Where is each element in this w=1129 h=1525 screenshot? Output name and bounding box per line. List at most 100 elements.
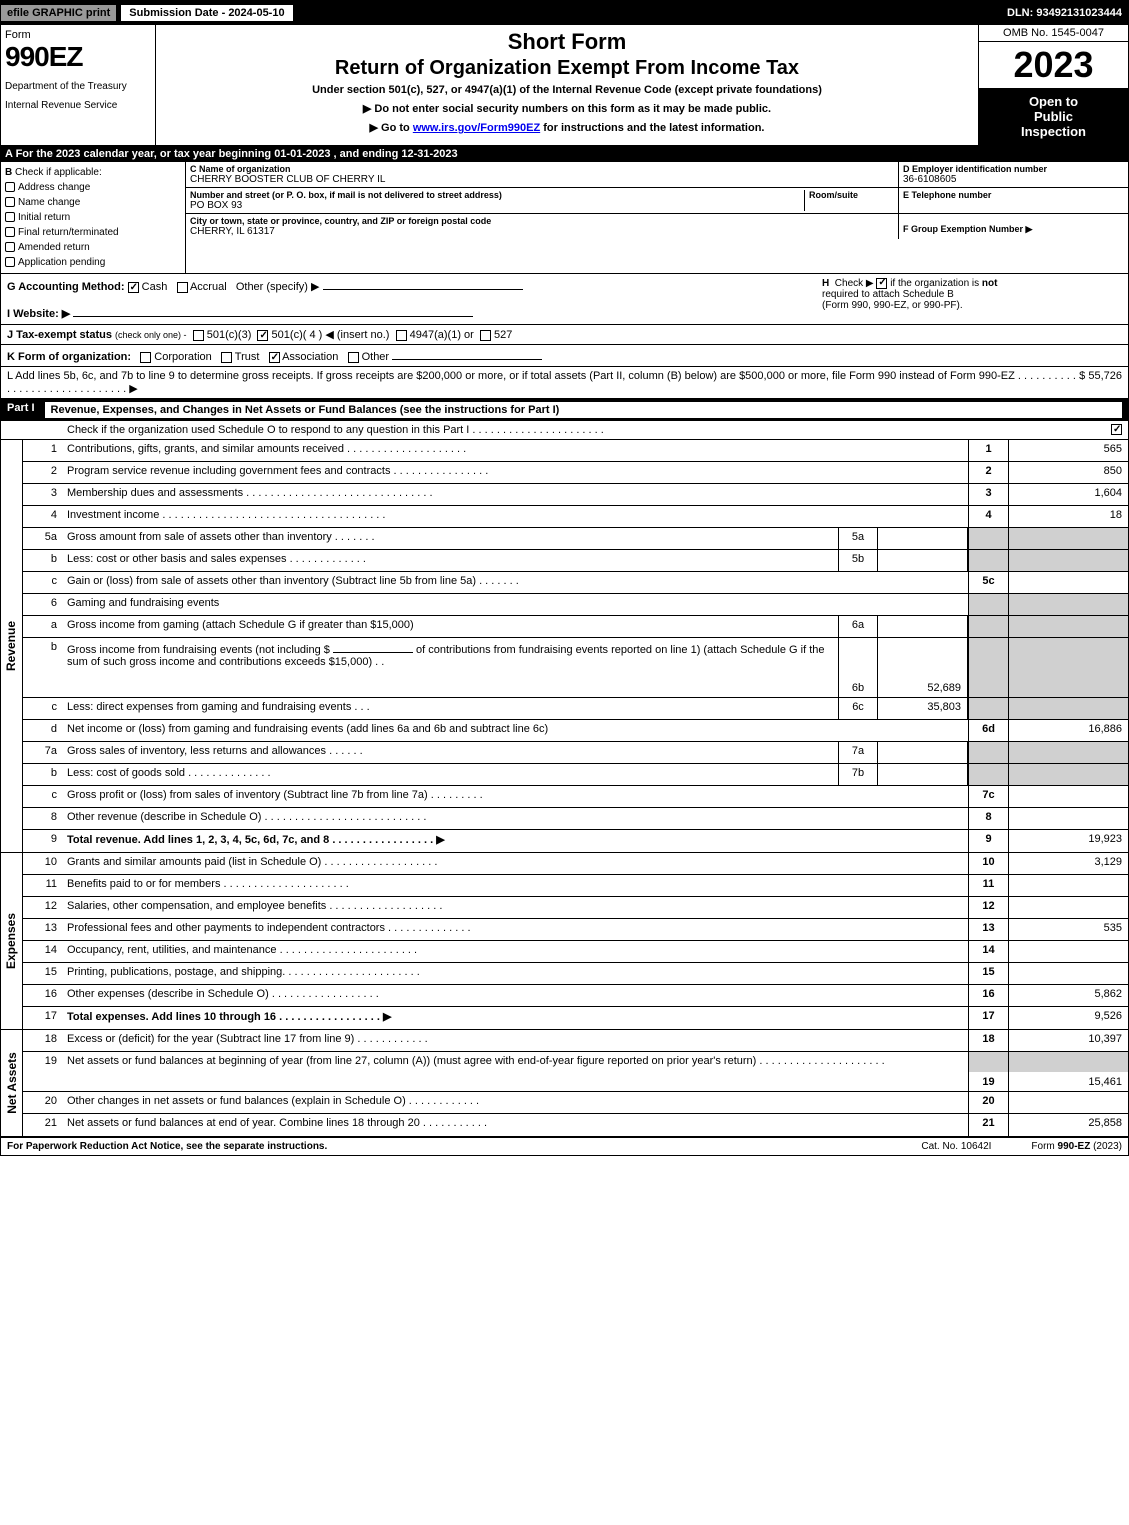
line-6c-desc: Less: direct expenses from gaming and fu… [63, 698, 838, 719]
line-5b-desc: Less: cost or other basis and sales expe… [63, 550, 838, 571]
line-12-value [1008, 897, 1128, 918]
line-5b-mnum: 5b [838, 550, 878, 571]
line-6-num: 6 [23, 594, 63, 615]
line-16-desc: Other expenses (describe in Schedule O) … [63, 985, 968, 1006]
line-7a-desc: Gross sales of inventory, less returns a… [63, 742, 838, 763]
b-label: B [5, 167, 12, 178]
line-19: 19 Net assets or fund balances at beginn… [23, 1052, 1128, 1092]
checkbox-4947[interactable] [396, 330, 407, 341]
part-i-check-row: Check if the organization used Schedule … [1, 421, 1128, 440]
line-7a-mval [878, 742, 968, 763]
checkbox-501c[interactable] [257, 330, 268, 341]
row-a-tax-year: A For the 2023 calendar year, or tax yea… [1, 146, 1128, 162]
line-5a-mnum: 5a [838, 528, 878, 549]
checkbox-name-change[interactable] [5, 197, 15, 207]
line-8-num: 8 [23, 808, 63, 829]
e-phone-cell: E Telephone number [898, 188, 1128, 213]
line-11-desc: Benefits paid to or for members . . . . … [63, 875, 968, 896]
org-name: CHERRY BOOSTER CLUB OF CHERRY IL [190, 174, 894, 185]
website-input[interactable] [73, 305, 473, 317]
checkbox-application-pending[interactable] [5, 257, 15, 267]
line-7a-num: 7a [23, 742, 63, 763]
header-right: OMB No. 1545-0047 2023 Open to Public In… [978, 25, 1128, 145]
line-7b-num: b [23, 764, 63, 785]
k-trust: Trust [235, 351, 260, 363]
line-6b-mnum: 6b [838, 638, 878, 697]
checkbox-schedule-o-part-i[interactable] [1111, 424, 1122, 435]
line-20-num: 20 [23, 1092, 63, 1113]
line-10-value: 3,129 [1008, 853, 1128, 874]
part-i-check-text: Check if the organization used Schedule … [7, 424, 1111, 436]
line-7c-num: c [23, 786, 63, 807]
line-7a-rshade [968, 742, 1008, 763]
city-cell: City or town, state or province, country… [186, 214, 898, 239]
line-6c-mnum: 6c [838, 698, 878, 719]
line-6-rshade2 [1008, 594, 1128, 615]
form-subtitle: Under section 501(c), 527, or 4947(a)(1)… [166, 84, 968, 96]
form-word: Form [5, 29, 151, 41]
checkbox-address-change[interactable] [5, 182, 15, 192]
line-5c-num: c [23, 572, 63, 593]
line-1-value: 565 [1008, 440, 1128, 461]
checkbox-initial-return[interactable] [5, 212, 15, 222]
line-2-desc: Program service revenue including govern… [63, 462, 968, 483]
line-17-desc-text: Total expenses. Add lines 10 through 16 … [67, 1011, 391, 1023]
line-6a-rshade2 [1008, 616, 1128, 637]
line-6a: a Gross income from gaming (attach Sched… [23, 616, 1128, 638]
checkbox-other-org[interactable] [348, 352, 359, 363]
l-value: $ 55,726 [1079, 370, 1122, 395]
checkbox-corporation[interactable] [140, 352, 151, 363]
city-value: CHERRY, IL 61317 [190, 226, 894, 237]
line-6b-blank[interactable] [333, 641, 413, 653]
line-5a: 5a Gross amount from sale of assets othe… [23, 528, 1128, 550]
checkbox-527[interactable] [480, 330, 491, 341]
header-left: Form 990EZ Department of the Treasury In… [1, 25, 156, 145]
line-17-desc: Total expenses. Add lines 10 through 16 … [63, 1007, 968, 1029]
form-header: Form 990EZ Department of the Treasury In… [1, 25, 1128, 146]
irs-label: Internal Revenue Service [5, 100, 151, 111]
revenue-lines: 1 Contributions, gifts, grants, and simi… [23, 440, 1128, 852]
checkbox-schedule-b-not-required[interactable] [876, 278, 887, 289]
addr-cell: Number and street (or P. O. box, if mail… [186, 188, 898, 213]
addr-label: Number and street (or P. O. box, if mail… [190, 190, 804, 200]
inspect-3: Inspection [1021, 124, 1086, 139]
irs-link[interactable]: www.irs.gov/Form990EZ [413, 122, 540, 134]
line-8-value [1008, 808, 1128, 829]
line-6c-rshade2 [1008, 698, 1128, 719]
top-bar: efile GRAPHIC print Submission Date - 20… [1, 1, 1128, 25]
checkbox-501c3[interactable] [193, 330, 204, 341]
line-9-desc: Total revenue. Add lines 1, 2, 3, 4, 5c,… [63, 830, 968, 852]
line-4-desc: Investment income . . . . . . . . . . . … [63, 506, 968, 527]
b-check-if: Check if applicable: [15, 167, 102, 178]
line-4: 4 Investment income . . . . . . . . . . … [23, 506, 1128, 528]
l-text: L Add lines 5b, 6c, and 7b to line 9 to … [7, 370, 1079, 395]
efile-print-button[interactable]: efile GRAPHIC print [1, 5, 116, 21]
line-19-desc: Net assets or fund balances at beginning… [63, 1052, 968, 1091]
line-11-value [1008, 875, 1128, 896]
line-7a: 7a Gross sales of inventory, less return… [23, 742, 1128, 764]
line-2-value: 850 [1008, 462, 1128, 483]
part-i-num: Part I [7, 402, 45, 418]
checkbox-association[interactable] [269, 352, 280, 363]
checkbox-final-return[interactable] [5, 227, 15, 237]
line-3-desc: Membership dues and assessments . . . . … [63, 484, 968, 505]
line-6b-d1: Gross income from fundraising events (no… [67, 644, 330, 656]
line-3-value: 1,604 [1008, 484, 1128, 505]
form-number: 990EZ [5, 41, 151, 73]
row-k-org-form: K Form of organization: Corporation Trus… [1, 345, 1128, 367]
line-2-rnum: 2 [968, 462, 1008, 483]
checkbox-trust[interactable] [221, 352, 232, 363]
line-17-num: 17 [23, 1007, 63, 1029]
g-other-input[interactable] [323, 278, 523, 290]
checkbox-amended-return[interactable] [5, 242, 15, 252]
line-10-desc: Grants and similar amounts paid (list in… [63, 853, 968, 874]
line-5b: b Less: cost or other basis and sales ex… [23, 550, 1128, 572]
checkbox-cash[interactable] [128, 282, 139, 293]
line-1-num: 1 [23, 440, 63, 461]
checkbox-accrual[interactable] [177, 282, 188, 293]
j-4947: 4947(a)(1) or [410, 329, 474, 341]
k-other-input[interactable] [392, 348, 542, 360]
opt-amended-return: Amended return [18, 242, 90, 253]
line-14-desc: Occupancy, rent, utilities, and maintena… [63, 941, 968, 962]
line-7b-rshade [968, 764, 1008, 785]
